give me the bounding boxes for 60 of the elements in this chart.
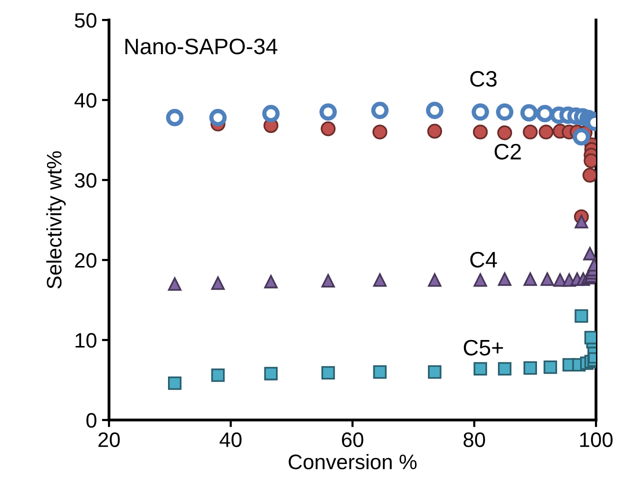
point [540, 272, 554, 286]
point [572, 128, 590, 146]
point [211, 276, 225, 290]
text: Nano-SAPO-34 [125, 38, 278, 54]
y-tick-label: 50 [74, 13, 96, 28]
point [538, 124, 554, 140]
point [574, 309, 588, 323]
point [320, 121, 336, 136]
point [497, 125, 512, 140]
point [319, 103, 337, 121]
series-label: C3 [470, 71, 497, 87]
point [262, 104, 280, 122]
point [536, 104, 554, 122]
y-tick-label: 0 [86, 413, 96, 428]
point [426, 102, 444, 120]
point [472, 124, 488, 140]
series-label: C5+ [464, 340, 503, 356]
y-tick-label: 40 [74, 93, 96, 108]
point [168, 277, 182, 291]
point [524, 361, 537, 375]
point [168, 376, 182, 390]
point [373, 273, 387, 287]
x-axis-title: Conversion % [288, 454, 417, 470]
y-tick-label: 10 [76, 333, 96, 348]
x-tick-label: 60 [342, 432, 364, 448]
point [427, 124, 442, 139]
point [166, 108, 184, 126]
point [582, 168, 596, 183]
point [522, 124, 538, 140]
x-tick-label: 80 [464, 432, 486, 448]
point [264, 366, 278, 380]
point [209, 108, 227, 126]
point [321, 366, 335, 380]
point [498, 362, 512, 376]
series-label: C2 [494, 144, 521, 160]
x-tick-label: 40 [220, 432, 242, 448]
point [498, 272, 512, 286]
point [472, 103, 490, 121]
y-axis-title: Selectivity wt% [46, 151, 66, 289]
point [428, 273, 442, 287]
point [496, 103, 514, 121]
point [264, 274, 278, 288]
point [474, 362, 488, 376]
point [574, 214, 588, 228]
point [544, 360, 558, 374]
point [372, 124, 388, 140]
y-tick-label: 20 [75, 253, 96, 268]
point [520, 104, 538, 122]
point [371, 102, 389, 120]
point [321, 274, 335, 288]
point [583, 246, 596, 260]
x-tick-label: 100 [580, 432, 613, 448]
x-tick-label: 20 [98, 432, 120, 448]
y-tick-label: 30 [74, 173, 96, 188]
point [428, 365, 442, 379]
point [211, 368, 225, 382]
point [373, 365, 387, 379]
point [474, 273, 488, 287]
point [524, 272, 537, 286]
series-label: C4 [470, 252, 497, 268]
